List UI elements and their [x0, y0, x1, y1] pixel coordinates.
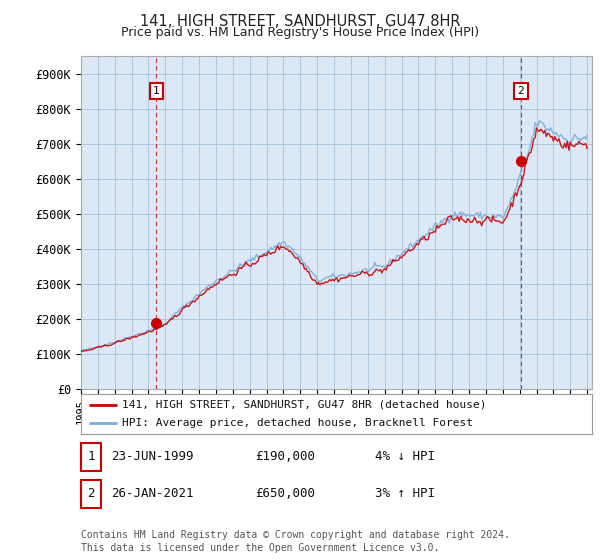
Text: 2: 2: [87, 487, 95, 501]
Text: 141, HIGH STREET, SANDHURST, GU47 8HR: 141, HIGH STREET, SANDHURST, GU47 8HR: [140, 14, 460, 29]
Text: Contains HM Land Registry data © Crown copyright and database right 2024.
This d: Contains HM Land Registry data © Crown c…: [81, 530, 510, 553]
Text: 23-JUN-1999: 23-JUN-1999: [111, 450, 193, 463]
Text: 1: 1: [87, 450, 95, 463]
Text: £650,000: £650,000: [255, 487, 315, 501]
Text: 3% ↑ HPI: 3% ↑ HPI: [375, 487, 435, 501]
Text: 4% ↓ HPI: 4% ↓ HPI: [375, 450, 435, 463]
Text: Price paid vs. HM Land Registry's House Price Index (HPI): Price paid vs. HM Land Registry's House …: [121, 26, 479, 39]
Text: 1: 1: [153, 86, 160, 96]
Text: 141, HIGH STREET, SANDHURST, GU47 8HR (detached house): 141, HIGH STREET, SANDHURST, GU47 8HR (d…: [122, 400, 487, 409]
Text: 2: 2: [517, 86, 524, 96]
Text: 26-JAN-2021: 26-JAN-2021: [111, 487, 193, 501]
Text: HPI: Average price, detached house, Bracknell Forest: HPI: Average price, detached house, Brac…: [122, 418, 473, 428]
Text: £190,000: £190,000: [255, 450, 315, 463]
